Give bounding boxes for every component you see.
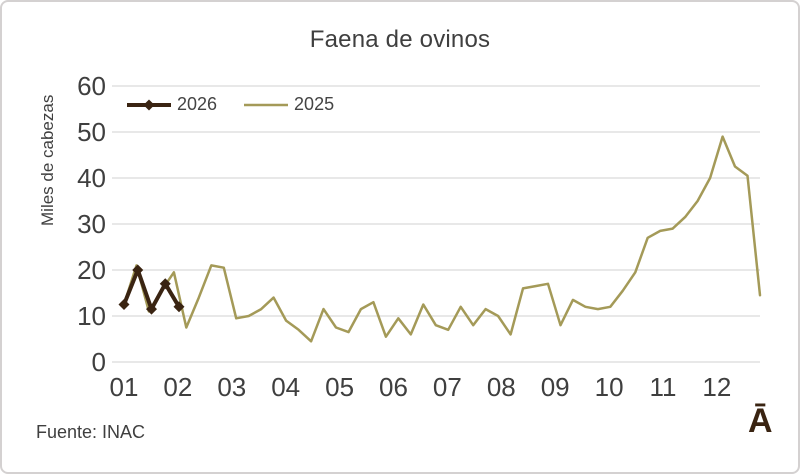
x-tick-label-02: 02 [163, 372, 193, 402]
x-tick-label-01: 01 [109, 372, 139, 402]
x-tick-label-08: 08 [486, 372, 516, 402]
source-note: Fuente: INAC [36, 422, 146, 442]
x-tick-label-04: 04 [271, 372, 301, 402]
legend-swatch-2026-icon [127, 99, 171, 110]
legend-item-2026: 2026 [126, 94, 217, 115]
series-2026-marker [132, 264, 144, 276]
y-tick-label-40: 40 [77, 163, 106, 193]
watermark-logo: Ā [748, 402, 773, 440]
series-2026-marker [159, 278, 171, 290]
y-tick-label-60: 60 [77, 71, 106, 101]
x-tick-label-12: 12 [702, 372, 732, 402]
y-tick-label-20: 20 [77, 255, 106, 285]
y-tick-label-30: 30 [77, 209, 106, 239]
y-tick-label-10: 10 [77, 301, 106, 331]
legend-label-2026: 2026 [177, 94, 218, 114]
series-2026-marker [146, 303, 157, 315]
series-2026-marker [118, 299, 130, 310]
x-tick-label-11: 11 [649, 372, 677, 402]
x-tick-label-07: 07 [432, 372, 462, 402]
y-tick-label-0: 0 [91, 347, 106, 377]
chart-title: Faena de ovinos [309, 26, 491, 53]
x-tick-label-05: 05 [325, 372, 355, 402]
series-2026-marker [173, 301, 185, 313]
legend-swatch-2025-icon [244, 103, 289, 106]
legend-item-2025: 2025 [243, 94, 334, 115]
x-tick-label-10: 10 [594, 372, 624, 402]
legend: 2026 2025 [126, 94, 334, 115]
series-2025-line [122, 135, 762, 343]
x-tick-label-09: 09 [540, 372, 570, 402]
legend-label-2025: 2025 [294, 94, 335, 114]
x-tick-label-03: 03 [217, 372, 247, 402]
x-tick-label-06: 06 [379, 372, 408, 402]
y-tick-label-50: 50 [77, 117, 106, 147]
